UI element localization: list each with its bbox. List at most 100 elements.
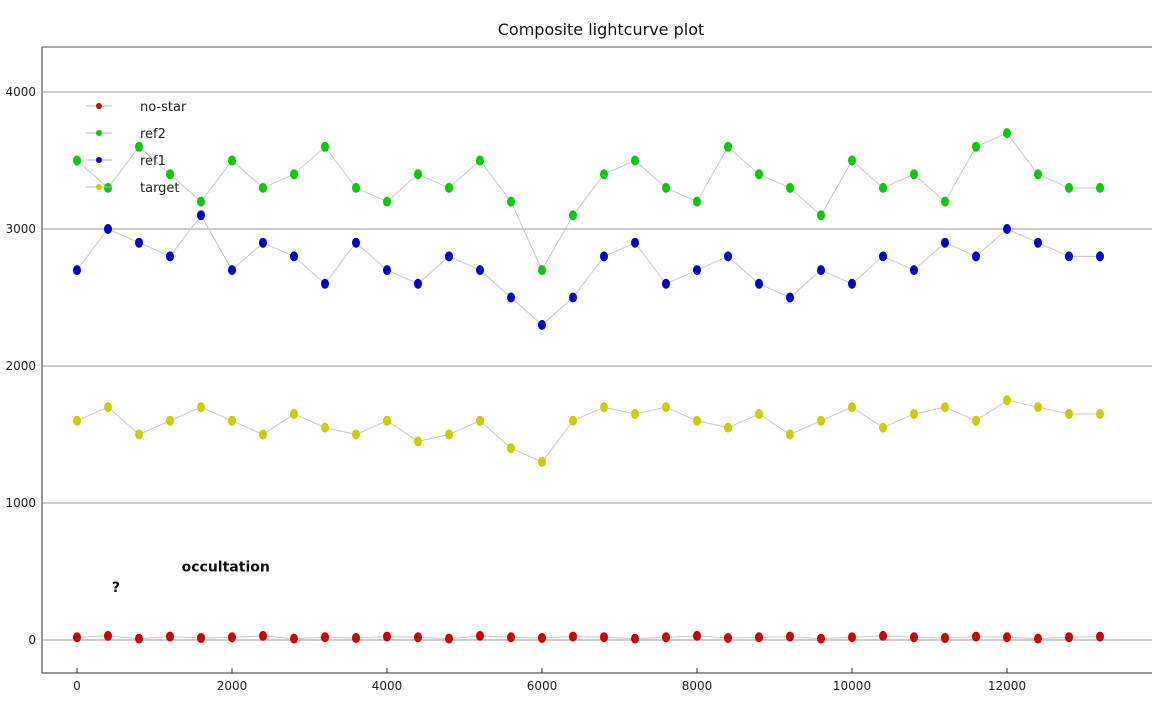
data-point-ref1 <box>414 278 422 289</box>
series-line <box>76 214 1100 326</box>
data-point-ref1 <box>445 251 453 262</box>
data-point-no-star <box>848 632 856 643</box>
data-point-target <box>538 456 546 467</box>
annotation-label: occultation <box>182 560 270 576</box>
data-point-no-star <box>1065 632 1073 643</box>
data-point-target <box>476 415 484 426</box>
y-tick-label: 3000 <box>5 222 36 236</box>
data-point-ref1 <box>166 251 174 262</box>
data-point-target <box>631 408 639 419</box>
data-point-ref2 <box>569 210 577 221</box>
data-point-target <box>817 415 825 426</box>
data-point-target <box>724 422 732 433</box>
data-point-no-star <box>104 630 112 641</box>
data-point-no-star <box>414 632 422 643</box>
x-tick-label: 8000 <box>682 679 713 693</box>
data-point-ref2 <box>755 169 763 180</box>
data-point-ref2 <box>910 169 918 180</box>
data-point-no-star <box>724 632 732 643</box>
data-point-no-star <box>910 632 918 643</box>
legend-marker-ref1 <box>96 157 102 163</box>
x-tick-label: 6000 <box>527 679 558 693</box>
data-point-no-star <box>476 630 484 641</box>
data-point-ref1 <box>197 210 205 221</box>
data-point-ref2 <box>631 155 639 166</box>
data-point-ref2 <box>507 196 515 207</box>
data-point-target <box>352 429 360 440</box>
data-point-ref1 <box>755 278 763 289</box>
data-point-target <box>228 415 236 426</box>
data-point-ref2 <box>73 155 81 166</box>
data-point-ref1 <box>383 265 391 276</box>
x-tick-label: 12000 <box>988 679 1026 693</box>
data-point-ref2 <box>1003 128 1011 139</box>
data-point-target <box>259 429 267 440</box>
data-point-ref1 <box>600 251 608 262</box>
data-point-ref2 <box>383 196 391 207</box>
data-point-ref2 <box>1096 182 1104 193</box>
data-point-target <box>197 402 205 413</box>
y-tick-label: 0 <box>28 633 36 647</box>
legend-label: ref1 <box>140 154 166 169</box>
data-point-target <box>73 415 81 426</box>
legend-marker-target <box>96 184 102 190</box>
series-line <box>76 132 1100 272</box>
data-point-ref2 <box>1065 182 1073 193</box>
data-point-target <box>1034 402 1042 413</box>
x-tick-label: 2000 <box>217 679 248 693</box>
data-point-no-star <box>166 631 174 642</box>
data-point-ref1 <box>507 292 515 303</box>
data-point-target <box>786 429 794 440</box>
data-point-no-star <box>600 632 608 643</box>
data-point-no-star <box>972 631 980 642</box>
data-point-target <box>1003 395 1011 406</box>
data-point-target <box>755 408 763 419</box>
series-ref1 <box>73 210 1104 330</box>
data-point-ref1 <box>848 278 856 289</box>
data-point-ref1 <box>786 292 794 303</box>
data-point-no-star <box>259 630 267 641</box>
data-point-no-star <box>135 633 143 644</box>
x-tick-label: 4000 <box>372 679 403 693</box>
series-line <box>76 399 1100 463</box>
series-no-star <box>73 630 1104 644</box>
data-point-no-star <box>507 632 515 643</box>
series-ref2 <box>73 128 1104 276</box>
data-point-target <box>1096 408 1104 419</box>
data-point-no-star <box>786 631 794 642</box>
data-point-no-star <box>941 632 949 643</box>
data-point-ref2 <box>1034 169 1042 180</box>
data-point-target <box>941 402 949 413</box>
data-point-ref1 <box>135 237 143 248</box>
data-point-ref2 <box>197 196 205 207</box>
data-point-target <box>290 408 298 419</box>
x-tick-label: 10000 <box>833 679 871 693</box>
data-point-ref1 <box>631 237 639 248</box>
data-point-target <box>445 429 453 440</box>
y-tick-label: 1000 <box>5 496 36 510</box>
data-point-no-star <box>1096 631 1104 642</box>
data-point-ref2 <box>445 182 453 193</box>
data-point-ref2 <box>290 169 298 180</box>
data-point-target <box>569 415 577 426</box>
data-point-ref2 <box>228 155 236 166</box>
data-point-no-star <box>290 633 298 644</box>
data-point-ref1 <box>290 251 298 262</box>
data-point-ref1 <box>104 224 112 234</box>
data-point-ref1 <box>1065 251 1073 262</box>
data-point-ref2 <box>538 265 546 276</box>
data-point-ref2 <box>693 196 701 207</box>
data-point-no-star <box>631 633 639 644</box>
series-line <box>76 635 1101 640</box>
data-point-target <box>693 415 701 426</box>
data-point-ref2 <box>352 182 360 193</box>
data-point-ref2 <box>879 182 887 193</box>
data-point-target <box>414 436 422 447</box>
data-point-ref2 <box>166 169 174 180</box>
data-point-no-star <box>817 633 825 644</box>
data-point-no-star <box>1003 632 1011 643</box>
data-point-no-star <box>383 631 391 642</box>
data-point-ref2 <box>414 169 422 180</box>
data-point-ref1 <box>1034 237 1042 248</box>
data-point-ref1 <box>538 319 546 330</box>
